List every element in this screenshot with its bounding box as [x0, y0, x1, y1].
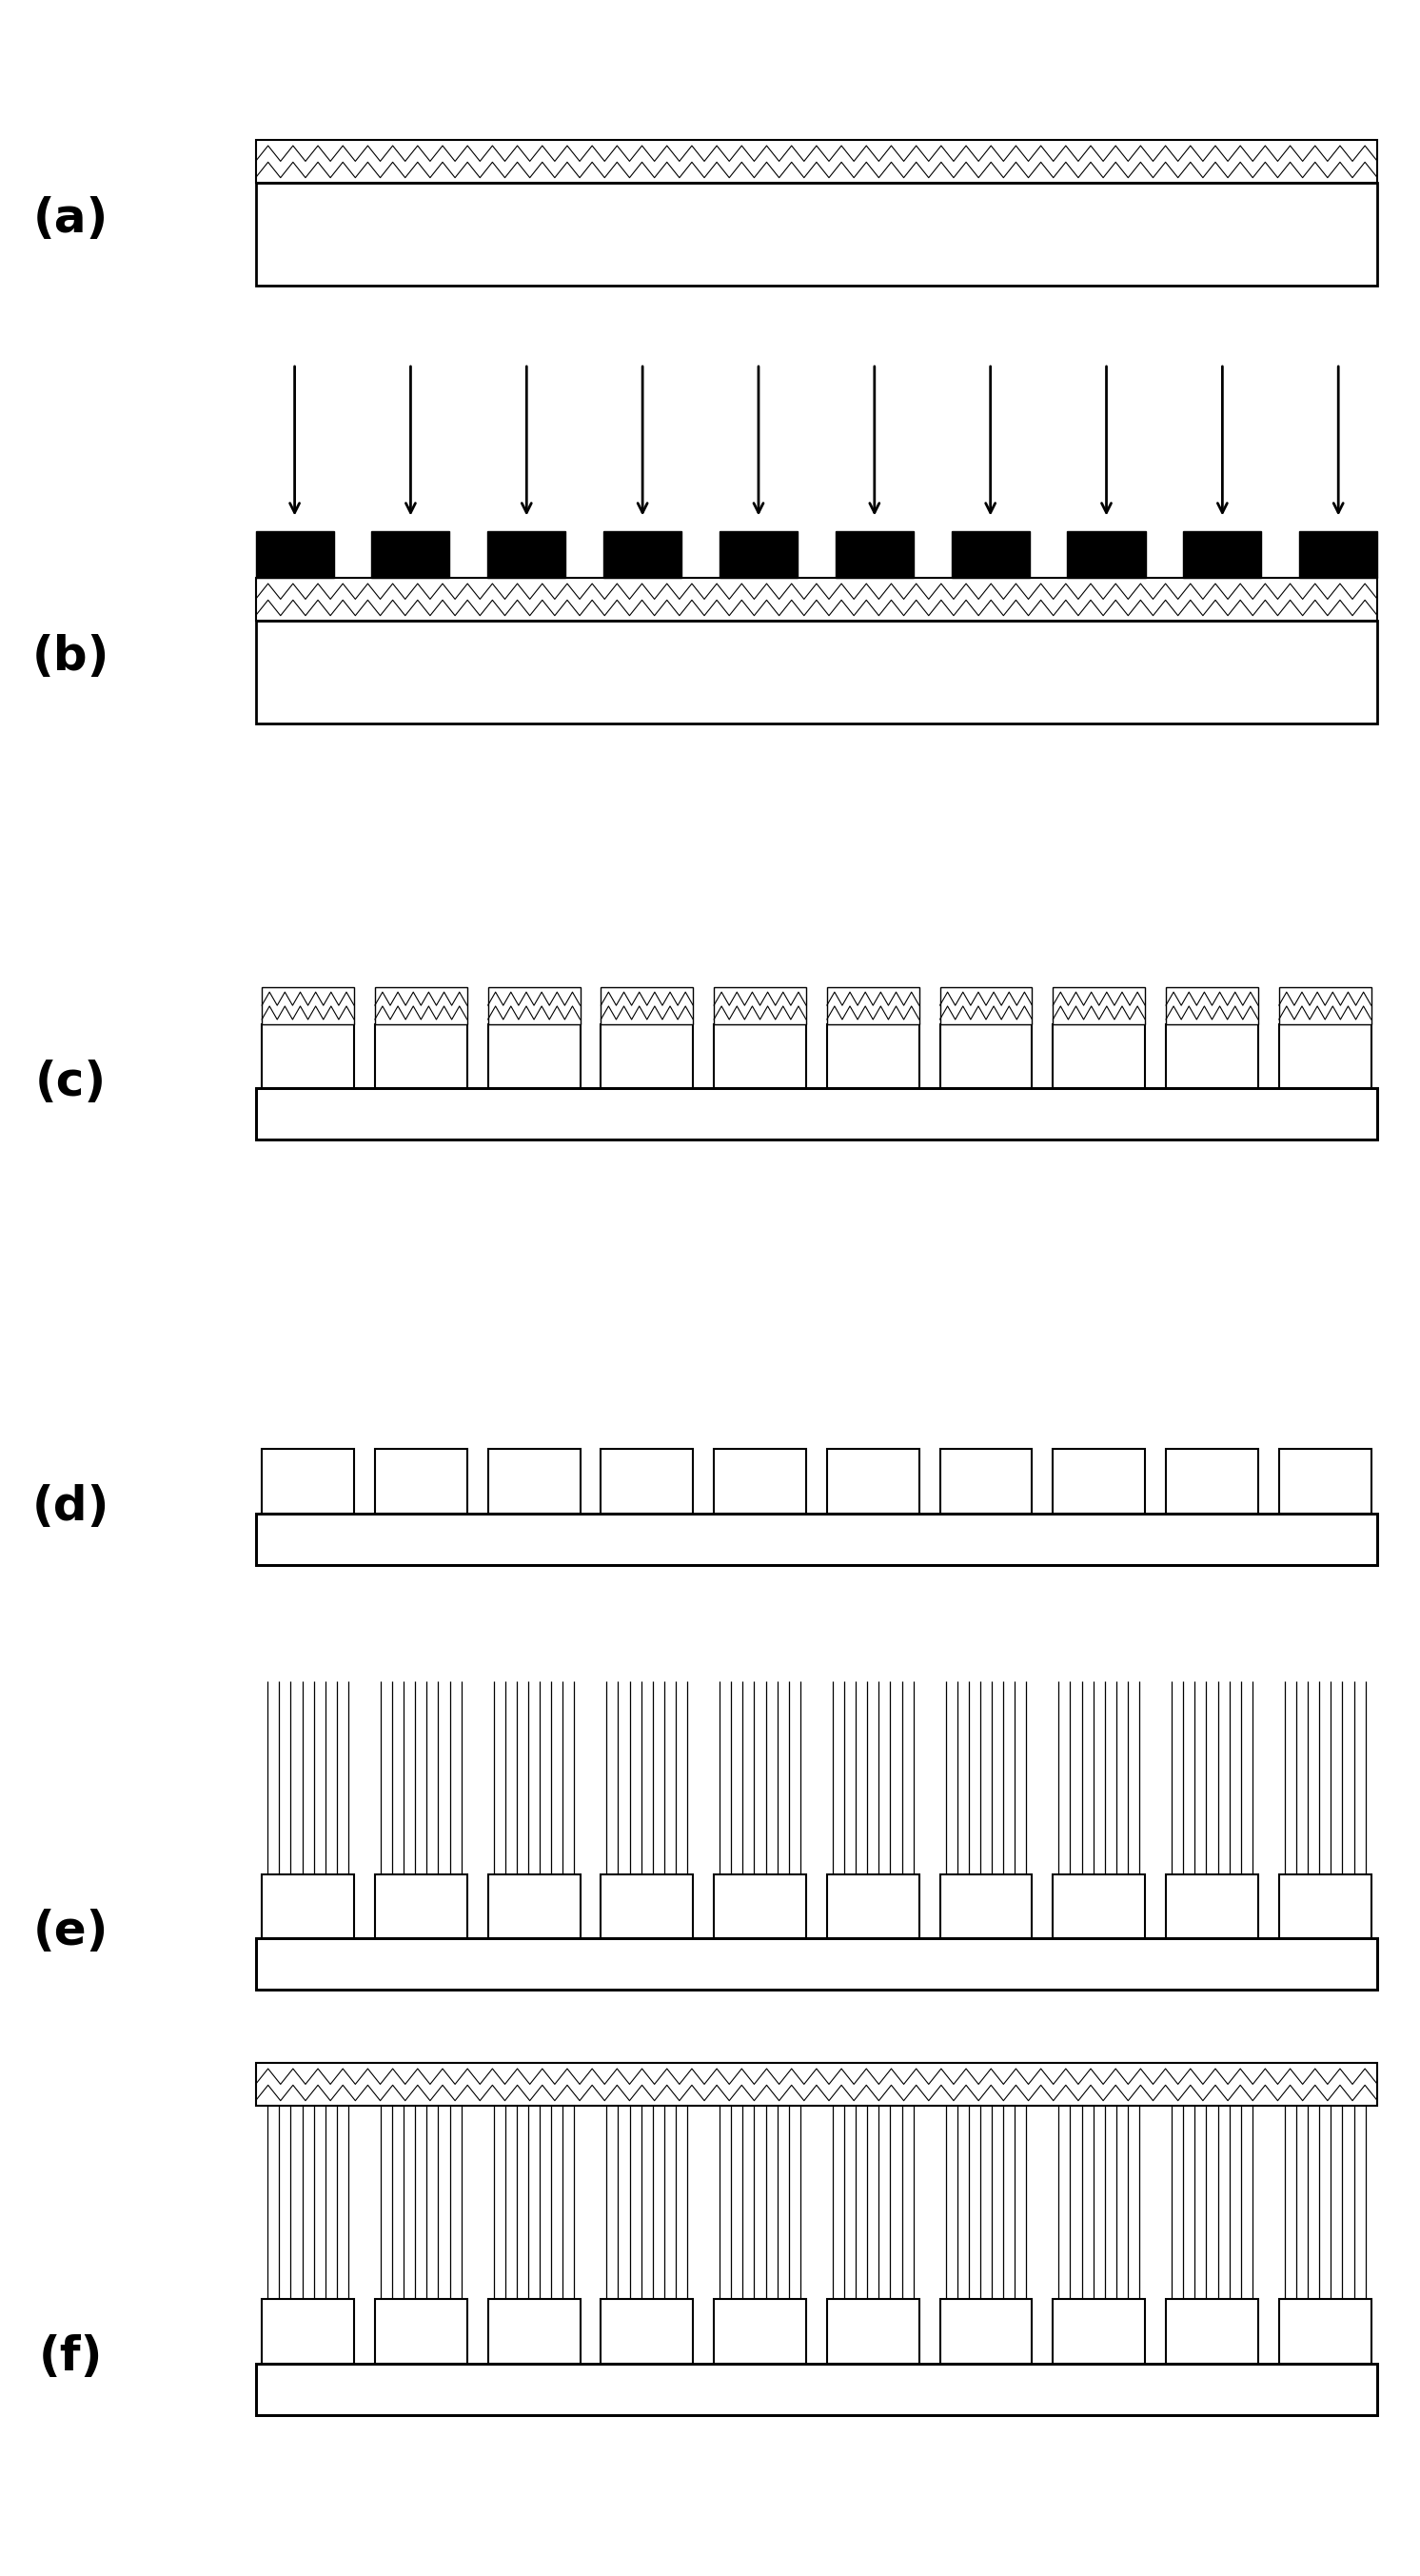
Bar — [256, 621, 1377, 724]
Bar — [256, 1087, 1377, 1141]
Bar — [488, 1450, 581, 1515]
Text: (b): (b) — [33, 634, 109, 680]
Bar — [256, 183, 1377, 286]
Bar — [1279, 987, 1372, 1025]
Bar — [940, 987, 1032, 1025]
Bar — [1052, 2298, 1145, 2365]
Bar — [261, 1025, 354, 1090]
Bar — [372, 531, 450, 577]
Bar — [1166, 1875, 1258, 1940]
Bar — [487, 531, 565, 577]
Bar — [256, 1515, 1377, 1566]
Bar — [826, 1025, 919, 1090]
Bar — [1299, 531, 1377, 577]
Bar — [601, 1450, 693, 1515]
Bar — [1052, 1025, 1145, 1090]
Bar — [940, 1875, 1032, 1940]
Text: (c): (c) — [36, 1059, 106, 1105]
Bar — [1166, 987, 1258, 1025]
Bar — [951, 531, 1030, 577]
Bar — [1279, 1875, 1372, 1940]
Bar — [256, 1087, 1377, 1141]
Bar — [714, 1025, 807, 1090]
Bar — [714, 987, 807, 1025]
Bar — [256, 531, 334, 577]
Text: (f): (f) — [38, 2334, 104, 2380]
Bar — [488, 2298, 581, 2365]
Bar — [256, 2365, 1377, 2416]
Bar — [375, 1875, 467, 1940]
Bar — [1052, 1875, 1145, 1940]
Text: (a): (a) — [33, 196, 109, 242]
Bar — [1279, 1025, 1372, 1090]
Bar — [488, 1025, 581, 1090]
Bar — [835, 531, 913, 577]
Bar — [261, 987, 354, 1025]
Bar — [826, 987, 919, 1025]
Bar — [1166, 2298, 1258, 2365]
Bar — [714, 1450, 807, 1515]
Bar — [601, 2298, 693, 2365]
Bar — [1279, 2298, 1372, 2365]
Bar — [488, 1875, 581, 1940]
Bar — [1166, 1025, 1258, 1090]
Bar — [375, 1450, 467, 1515]
Bar — [488, 987, 581, 1025]
Bar — [256, 2365, 1377, 2416]
Bar — [261, 1450, 354, 1515]
Bar — [375, 987, 467, 1025]
Bar — [256, 1515, 1377, 1566]
Bar — [714, 2298, 807, 2365]
Bar — [714, 1875, 807, 1940]
Bar — [1068, 531, 1146, 577]
Bar — [256, 139, 1377, 183]
Bar — [1052, 1450, 1145, 1515]
Bar — [601, 987, 693, 1025]
Bar — [1183, 531, 1261, 577]
Bar — [826, 1450, 919, 1515]
Bar — [261, 2298, 354, 2365]
Bar — [940, 1450, 1032, 1515]
Bar — [601, 1025, 693, 1090]
Text: (d): (d) — [33, 1484, 109, 1530]
Bar — [826, 1875, 919, 1940]
Bar — [1052, 987, 1145, 1025]
Bar — [940, 2298, 1032, 2365]
Bar — [940, 1025, 1032, 1090]
Bar — [604, 531, 682, 577]
Bar — [256, 577, 1377, 621]
Bar — [720, 531, 798, 577]
Bar — [261, 1875, 354, 1940]
Bar — [826, 2298, 919, 2365]
Bar — [375, 2298, 467, 2365]
Bar — [256, 1940, 1377, 1991]
Bar — [256, 1940, 1377, 1991]
Bar — [1279, 1450, 1372, 1515]
Bar — [256, 2063, 1377, 2107]
Bar — [1166, 1450, 1258, 1515]
Bar — [601, 1875, 693, 1940]
Bar — [375, 1025, 467, 1090]
Text: (e): (e) — [33, 1909, 109, 1955]
